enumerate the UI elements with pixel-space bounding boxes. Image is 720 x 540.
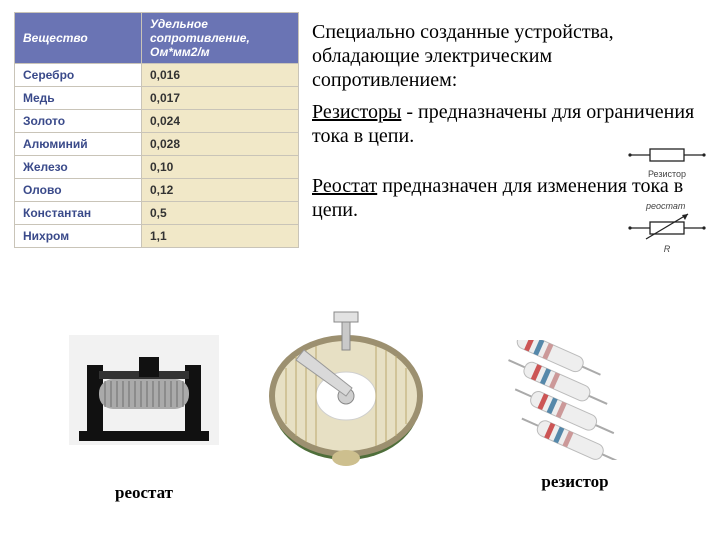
rheostat-symbol-icon xyxy=(628,211,706,243)
device-rheostat-box: реостат xyxy=(64,335,224,503)
table-row: Золото0,024 xyxy=(15,110,299,133)
term-rheostat: Реостат xyxy=(312,175,377,197)
table-row: Олово0,12 xyxy=(15,179,299,202)
slide: Вещество Удельное сопротивление, Ом*мм2/… xyxy=(0,0,720,540)
table-row: Железо0,10 xyxy=(15,156,299,179)
table-row: Медь0,017 xyxy=(15,87,299,110)
table-row: Константан0,5 xyxy=(15,202,299,225)
resistor-line: Резисторы - предназначены для ограничени… xyxy=(312,100,702,148)
device-rheostat-box-label: реостат xyxy=(64,483,224,503)
device-resistors: резистор xyxy=(480,340,670,492)
table-header-value: Удельное сопротивление, Ом*мм2/м xyxy=(142,13,299,64)
rheostat-symbol-caption: реостат xyxy=(646,201,706,211)
rheostat-disc-icon xyxy=(256,310,436,470)
resistivity-table: Вещество Удельное сопротивление, Ом*мм2/… xyxy=(14,12,299,248)
device-rheostat-disc xyxy=(256,310,436,470)
table-row: Нихром1,1 xyxy=(15,225,299,248)
resistors-icon xyxy=(480,340,670,460)
resistor-symbol: Резистор xyxy=(628,142,706,179)
table-row: Серебро0,016 xyxy=(15,64,299,87)
rheostat-symbol-letter: R xyxy=(628,244,706,254)
resistor-symbol-caption: Резистор xyxy=(628,169,706,179)
intro-text: Специально созданные устройства, обладаю… xyxy=(312,20,702,92)
rheostat-box-icon xyxy=(69,335,219,445)
table-row: Алюминий0,028 xyxy=(15,133,299,156)
device-resistors-label: резистор xyxy=(480,472,670,492)
resistor-symbol-icon xyxy=(628,142,706,168)
rheostat-symbol: реостат R xyxy=(628,200,706,254)
body-text: Специально созданные устройства, обладаю… xyxy=(312,20,702,230)
term-resistor: Резисторы xyxy=(312,101,401,123)
table-header-material: Вещество xyxy=(15,13,142,64)
